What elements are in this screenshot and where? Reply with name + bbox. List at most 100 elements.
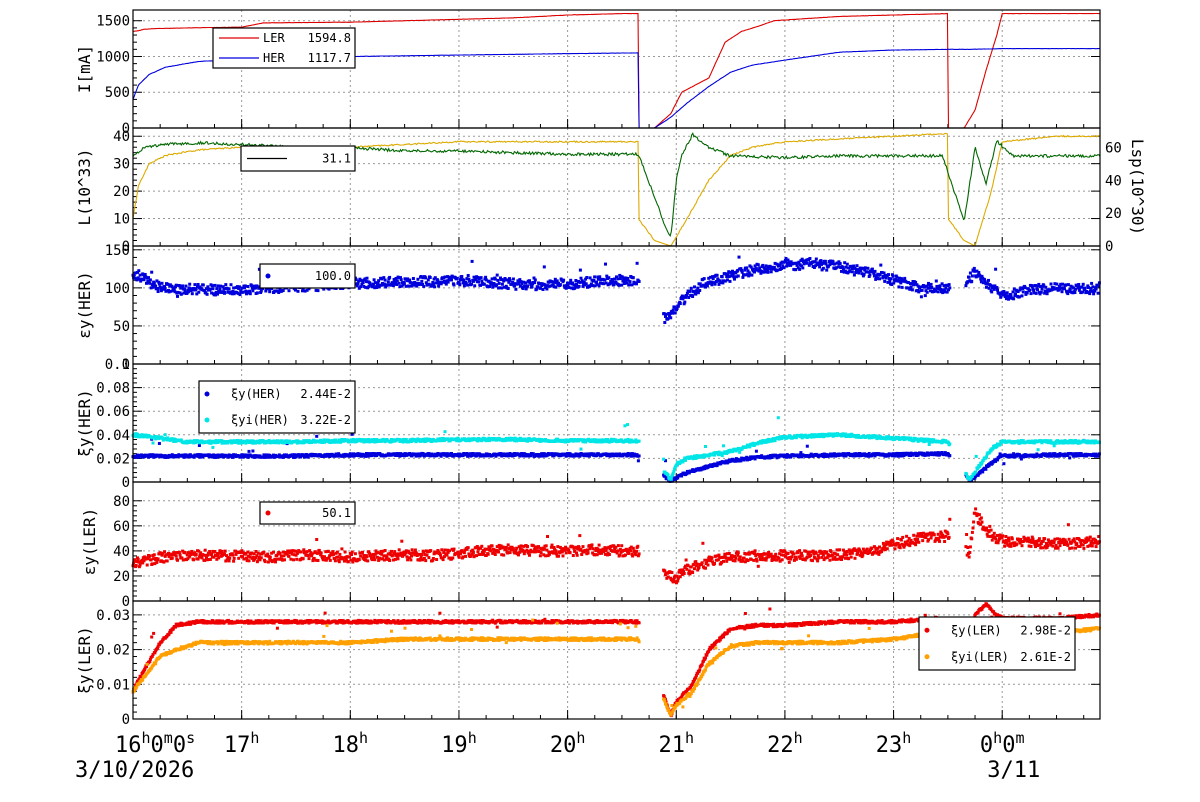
- data-point: [191, 292, 194, 295]
- data-point: [153, 282, 156, 285]
- data-point: [1012, 297, 1015, 300]
- data-point: [228, 557, 231, 560]
- data-point: [866, 267, 869, 270]
- data-point: [638, 440, 641, 443]
- data-point: [496, 279, 499, 282]
- data-point: [903, 277, 906, 280]
- data-point: [501, 283, 504, 286]
- data-point: [288, 289, 291, 292]
- data-point: [183, 288, 186, 291]
- data-point: [569, 279, 572, 282]
- data-point: [206, 293, 209, 296]
- data-point: [237, 557, 240, 560]
- y-tick-label: 50: [113, 319, 130, 335]
- data-point: [801, 266, 804, 269]
- data-point: [921, 289, 924, 292]
- data-point: [211, 446, 214, 449]
- y-tick-label: 80: [113, 494, 130, 510]
- y-tick-label: 1000: [96, 49, 130, 65]
- data-point: [806, 445, 809, 448]
- data-point: [663, 321, 666, 324]
- data-point: [163, 550, 166, 553]
- y-tick-label: 150: [105, 243, 130, 259]
- data-point: [224, 291, 227, 294]
- data-point: [429, 276, 432, 279]
- data-point: [202, 284, 205, 287]
- data-point: [757, 263, 760, 266]
- data-point: [667, 317, 670, 320]
- data-point: [249, 292, 252, 295]
- data-point: [854, 271, 857, 274]
- data-point: [484, 276, 487, 279]
- data-point: [973, 267, 976, 270]
- data-point: [851, 270, 854, 273]
- data-point: [222, 288, 225, 291]
- data-point: [244, 284, 247, 287]
- data-point: [996, 289, 999, 292]
- data-point: [437, 285, 440, 288]
- data-point: [969, 272, 972, 275]
- data-point: [616, 277, 619, 280]
- data-point: [164, 433, 167, 436]
- data-point: [206, 285, 209, 288]
- data-point: [895, 276, 898, 279]
- data-point: [632, 276, 635, 279]
- data-point: [224, 550, 227, 553]
- data-point: [433, 285, 436, 288]
- data-point: [948, 442, 951, 445]
- data-point: [750, 274, 753, 277]
- data-point: [219, 288, 222, 291]
- data-point: [1087, 286, 1090, 289]
- y-tick-label: 1500: [96, 14, 130, 30]
- data-point: [987, 279, 990, 282]
- data-point: [450, 279, 453, 282]
- data-point: [1050, 283, 1053, 286]
- data-point: [1044, 286, 1047, 289]
- data-point: [480, 276, 483, 279]
- data-point: [188, 283, 191, 286]
- data-point: [999, 296, 1002, 299]
- data-point: [197, 291, 200, 294]
- data-point: [400, 278, 403, 281]
- data-point: [846, 263, 849, 266]
- data-point: [211, 284, 214, 287]
- data-point: [843, 261, 846, 264]
- data-point: [868, 273, 871, 276]
- data-point: [507, 287, 510, 290]
- data-point: [1077, 283, 1080, 286]
- legend-value: 2.44E-2: [300, 387, 351, 401]
- data-point: [424, 276, 427, 279]
- data-point: [930, 283, 933, 286]
- data-point: [470, 283, 473, 286]
- data-point: [533, 281, 536, 284]
- y-axis-label: εy(LER): [80, 508, 99, 575]
- legend-swatch: [205, 392, 210, 397]
- data-point: [874, 270, 877, 273]
- legend-name: HER: [263, 51, 285, 65]
- data-point: [432, 283, 435, 286]
- data-point: [822, 267, 825, 270]
- data-point: [883, 280, 886, 283]
- data-point: [897, 285, 900, 288]
- data-point: [514, 288, 517, 291]
- data-point: [164, 287, 167, 290]
- data-point: [1040, 291, 1043, 294]
- data-point: [387, 280, 390, 283]
- data-point: [964, 284, 967, 287]
- data-point: [808, 257, 811, 260]
- data-point: [924, 294, 927, 297]
- data-point: [714, 283, 717, 286]
- data-point: [231, 554, 234, 557]
- data-point: [580, 277, 583, 280]
- data-point: [948, 286, 951, 289]
- data-point: [195, 553, 198, 556]
- data-point: [798, 268, 801, 271]
- data-point: [910, 286, 913, 289]
- data-point: [704, 445, 707, 448]
- y2-tick-label: 40: [1105, 173, 1122, 189]
- data-point: [990, 290, 993, 293]
- data-point: [745, 266, 748, 269]
- data-point: [598, 284, 601, 287]
- data-point: [623, 282, 626, 285]
